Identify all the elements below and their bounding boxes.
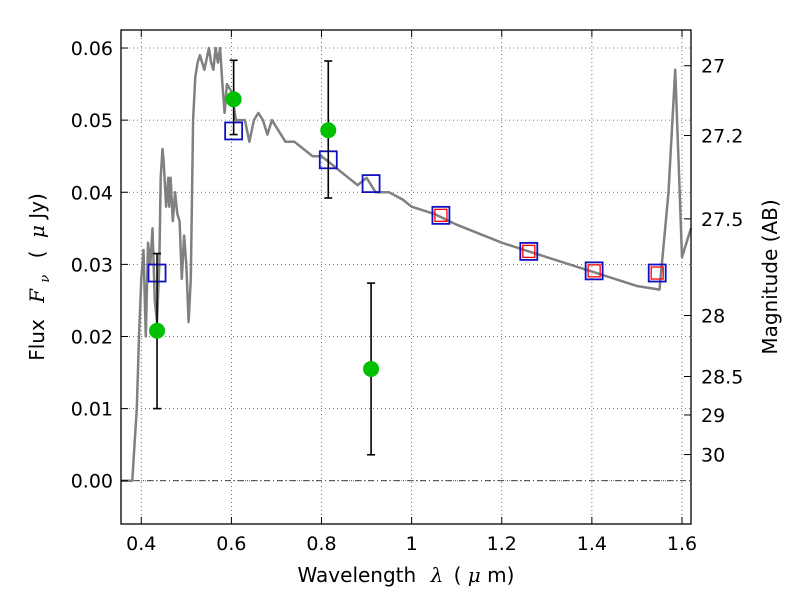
observed-flux-point	[149, 322, 166, 339]
x-axis-unit-rest: m)	[487, 563, 514, 587]
x-tick-label: 0.8	[306, 533, 336, 555]
x-axis-unit-mu: μ	[468, 563, 481, 587]
y2-axis-title: Magnitude (AB)	[758, 199, 782, 354]
observed-flux-point	[320, 122, 337, 139]
y2-tick-label: 30	[701, 445, 725, 467]
model-flux-square	[584, 261, 604, 281]
y2-tick-label: 27	[701, 56, 725, 78]
observed-flux-point	[363, 360, 380, 377]
y-tick-label: 0.06	[71, 38, 113, 60]
y2-tick-label: 28	[701, 306, 725, 328]
plot-frame	[120, 29, 692, 525]
x-tick-label: 1.4	[577, 533, 607, 555]
y-tick-label: 0.03	[71, 254, 113, 276]
y-tick-label: 0.04	[71, 182, 113, 204]
y-tick-label: 0.05	[71, 110, 113, 132]
y-tick-label: 0.00	[71, 471, 113, 493]
model-flux-square-inner	[650, 266, 664, 280]
model-flux-square	[647, 263, 667, 283]
plot-area	[121, 46, 693, 482]
y-axis-symbol-subscript: ν	[38, 275, 53, 283]
model-flux-square-inner	[587, 264, 601, 278]
x-tick-label: 1.6	[667, 533, 697, 555]
y2-tick-label: 27.2	[701, 126, 743, 148]
model-flux-square	[361, 174, 381, 194]
y-axis-unit-rest: Jy)	[25, 193, 49, 221]
x-tick-label: 0.6	[216, 533, 246, 555]
y-axis-unit-mu: μ	[25, 225, 49, 238]
model-flux-square-inner	[522, 244, 536, 259]
x-tick-label: 0.4	[126, 533, 156, 555]
y-axis-symbol: F	[25, 288, 49, 304]
x-tick-label: 1	[406, 533, 418, 555]
x-axis-title: Wavelength λ ( μ m)	[298, 563, 515, 587]
y-tick-label: 0.02	[71, 326, 113, 348]
model-flux-square	[431, 205, 451, 225]
spectrum-line	[121, 46, 693, 482]
x-axis-unit-open: (	[454, 563, 462, 587]
x-axis-title-text: Wavelength	[298, 563, 417, 587]
model-flux-square	[519, 241, 539, 261]
y2-tick-label: 29	[701, 405, 725, 427]
y2-tick-label: 28.5	[701, 366, 743, 388]
y-axis-unit-open: (	[25, 251, 49, 259]
y2-tick-label: 27.5	[701, 209, 743, 231]
y-tick-label: 0.01	[71, 399, 113, 421]
y-axis-title: Flux F ν ( μ Jy)	[25, 193, 54, 361]
x-axis-symbol: λ	[430, 563, 444, 587]
grid	[121, 30, 691, 524]
model-flux-square-inner	[434, 208, 448, 222]
axes: 0.4 0.6 0.8 1 1.2 1.4 1.6 0.00 0.01 0.02 0.03 0.04 0…	[71, 30, 743, 555]
observed-flux-point	[225, 91, 242, 108]
y-axis-title-text: Flux	[25, 319, 49, 361]
x-tick-label: 1.2	[487, 533, 517, 555]
